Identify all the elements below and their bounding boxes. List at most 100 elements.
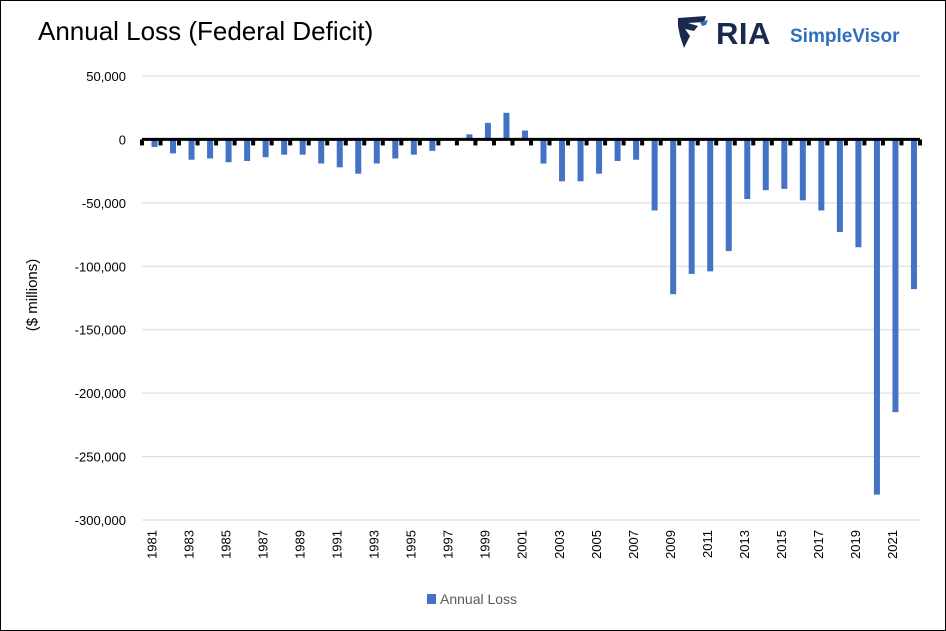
bar xyxy=(707,139,714,272)
bar xyxy=(466,134,473,140)
bar xyxy=(725,139,732,252)
x-tick-mark xyxy=(695,139,700,146)
x-tick-mark xyxy=(880,139,885,146)
x-tick-mark xyxy=(510,139,515,146)
bar xyxy=(540,139,547,164)
bar xyxy=(410,139,417,155)
y-tick-label: 50,000 xyxy=(86,69,126,84)
bar xyxy=(670,139,677,295)
x-tick-mark xyxy=(177,139,182,146)
x-tick-mark xyxy=(325,139,330,146)
y-tick-label: 0 xyxy=(119,132,126,147)
x-tick-mark xyxy=(269,139,274,146)
x-tick-label: 1999 xyxy=(478,530,493,559)
x-tick-mark xyxy=(658,139,663,146)
x-tick-label: 2005 xyxy=(589,530,604,559)
bar xyxy=(503,112,510,140)
logo-secondary-text: SimpleVisor xyxy=(790,26,900,47)
bar xyxy=(521,130,528,140)
bar xyxy=(207,139,214,159)
x-tick-mark xyxy=(417,139,422,146)
x-tick-mark xyxy=(491,139,496,146)
x-tick-mark xyxy=(288,139,293,146)
x-tick-label: 1981 xyxy=(144,530,159,559)
y-axis-label: ($ millions) xyxy=(24,259,41,332)
x-tick-mark xyxy=(825,139,830,146)
x-tick-mark xyxy=(232,139,237,146)
bar xyxy=(188,139,195,160)
x-tick-mark xyxy=(436,139,441,146)
x-tick-label: 2007 xyxy=(626,530,641,559)
bar xyxy=(262,139,269,158)
bar xyxy=(484,122,491,140)
x-tick-mark xyxy=(399,139,404,146)
bar xyxy=(892,139,899,413)
x-tick-label: 2001 xyxy=(515,530,530,559)
x-tick-mark xyxy=(473,139,478,146)
bar xyxy=(744,139,751,200)
bar xyxy=(836,139,843,233)
x-tick-mark xyxy=(158,139,163,146)
x-tick-label: 2003 xyxy=(552,530,567,559)
x-tick-label: 2017 xyxy=(811,530,826,559)
x-tick-mark xyxy=(899,139,904,146)
y-tick-label: -200,000 xyxy=(75,386,126,401)
eagle-icon xyxy=(678,16,708,48)
bar xyxy=(151,139,158,148)
x-tick-mark xyxy=(584,139,589,146)
x-tick-mark xyxy=(362,139,367,146)
bar xyxy=(799,139,806,201)
x-tick-label: 1985 xyxy=(218,530,233,559)
x-tick-label: 2009 xyxy=(663,530,678,559)
bar xyxy=(392,139,399,159)
x-tick-mark xyxy=(547,139,552,146)
x-tick-mark xyxy=(251,139,256,146)
x-tick-mark xyxy=(714,139,719,146)
bar xyxy=(355,139,362,174)
x-tick-label: 2015 xyxy=(774,530,789,559)
x-tick-mark xyxy=(806,139,811,146)
x-tick-mark xyxy=(566,139,571,146)
x-tick-mark xyxy=(788,139,793,146)
x-tick-mark xyxy=(732,139,737,146)
bar xyxy=(318,139,325,164)
bar xyxy=(633,139,640,160)
x-tick-label: 1983 xyxy=(181,530,196,559)
legend-label: Annual Loss xyxy=(440,591,518,607)
x-tick-mark xyxy=(621,139,626,146)
bar xyxy=(614,139,621,161)
x-tick-label: 1989 xyxy=(292,530,307,559)
bar xyxy=(688,139,695,274)
bar xyxy=(577,139,584,182)
x-tick-mark xyxy=(343,139,348,146)
x-tick-mark xyxy=(918,139,922,146)
bar xyxy=(781,139,788,189)
bar xyxy=(873,139,880,495)
x-tick-label: 2011 xyxy=(700,530,715,558)
x-tick-mark xyxy=(769,139,774,146)
x-tick-label: 1991 xyxy=(330,530,345,559)
y-tick-label: -300,000 xyxy=(75,513,126,528)
x-tick-label: 1993 xyxy=(367,530,382,559)
bar xyxy=(818,139,825,211)
y-tick-label: -250,000 xyxy=(75,450,126,465)
x-tick-mark xyxy=(140,139,144,146)
bar xyxy=(299,139,306,155)
bar xyxy=(225,139,232,163)
bar xyxy=(910,139,917,290)
bar xyxy=(281,139,288,155)
x-tick-label: 1995 xyxy=(404,530,419,559)
bar xyxy=(373,139,380,164)
y-tick-label: -150,000 xyxy=(75,323,126,338)
x-tick-mark xyxy=(862,139,867,146)
logo-primary-text: RIA xyxy=(716,16,771,51)
bar xyxy=(336,139,343,168)
x-tick-label: 2013 xyxy=(737,530,752,559)
bar xyxy=(855,139,862,248)
x-tick-mark xyxy=(751,139,756,146)
x-tick-mark xyxy=(603,139,608,146)
bar xyxy=(170,139,177,154)
x-tick-mark xyxy=(529,139,533,146)
